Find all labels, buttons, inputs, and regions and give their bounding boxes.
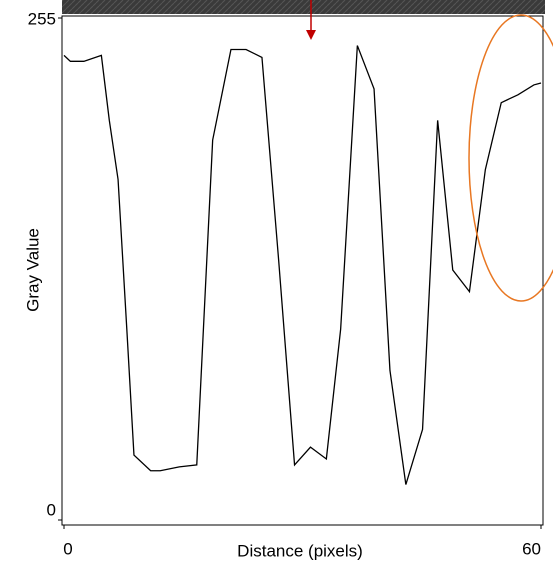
image-strip: [62, 0, 545, 14]
arrow-head: [306, 30, 316, 40]
y-axis-label: Gray Value: [23, 228, 42, 312]
x-axis-label: Distance (pixels): [237, 541, 363, 560]
y-tick-label: 255: [28, 9, 56, 28]
plot: 0 255 0 60: [28, 9, 542, 558]
highlight-ellipse: [468, 14, 553, 302]
profile-line: [63, 45, 542, 485]
x-tick-label: 60: [522, 539, 541, 558]
plot-frame: [61, 15, 544, 526]
x-tick-label: 0: [63, 539, 72, 558]
y-tick-label: 0: [47, 500, 56, 519]
